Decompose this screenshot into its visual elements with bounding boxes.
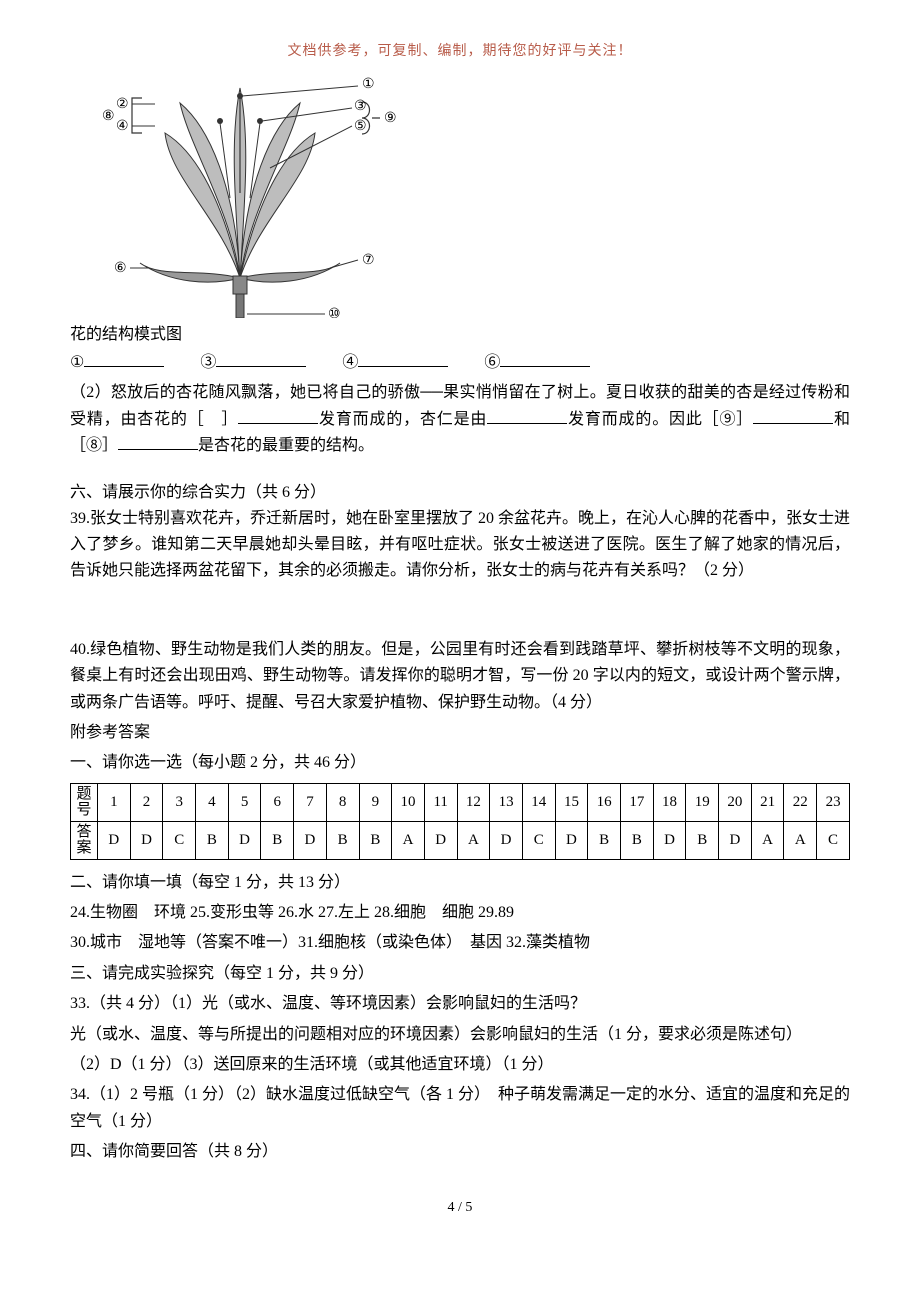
qnum: 1 bbox=[98, 783, 131, 821]
qnum: 7 bbox=[294, 783, 327, 821]
ans: A bbox=[457, 821, 490, 859]
svg-text:③: ③ bbox=[354, 99, 367, 114]
qnum: 13 bbox=[490, 783, 523, 821]
q38-text-c: 发育而成的。因此［⑨］ bbox=[567, 411, 753, 428]
svg-text:⑥: ⑥ bbox=[114, 261, 127, 276]
ans: A bbox=[784, 821, 817, 859]
exp-line1: 33.（共 4 分）（1）光（或水、温度、等环境因素）会影响鼠妇的生活吗？ bbox=[70, 991, 850, 1017]
qnum: 2 bbox=[130, 783, 163, 821]
label-6: ⑥ bbox=[484, 354, 500, 371]
blank-1 bbox=[84, 350, 164, 367]
qnum: 3 bbox=[163, 783, 196, 821]
ans: D bbox=[653, 821, 686, 859]
ans: B bbox=[326, 821, 359, 859]
exp-line2: 光（或水、温度、等与所提出的问题相对应的环境因素）会影响鼠妇的生活（1 分，要求… bbox=[70, 1022, 850, 1048]
qnum: 17 bbox=[621, 783, 654, 821]
qnum: 14 bbox=[522, 783, 555, 821]
ans: B bbox=[686, 821, 719, 859]
question-40: 40.绿色植物、野生动物是我们人类的朋友。但是，公园里有时还会看到践踏草坪、攀折… bbox=[70, 637, 850, 716]
svg-text:⑤: ⑤ bbox=[354, 119, 367, 134]
qnum: 22 bbox=[784, 783, 817, 821]
ans: D bbox=[98, 821, 131, 859]
answer-table: 题号 1 2 3 4 5 6 7 8 9 10 11 12 13 14 15 1… bbox=[70, 783, 850, 860]
ans: D bbox=[130, 821, 163, 859]
blank-q38-3 bbox=[753, 407, 833, 424]
qnum: 8 bbox=[326, 783, 359, 821]
ans: D bbox=[228, 821, 261, 859]
ans: B bbox=[359, 821, 392, 859]
blank-q38-1 bbox=[238, 407, 318, 424]
ans: B bbox=[261, 821, 294, 859]
qnum: 23 bbox=[817, 783, 850, 821]
ans: B bbox=[196, 821, 229, 859]
svg-text:⑨: ⑨ bbox=[384, 111, 397, 126]
ans: D bbox=[555, 821, 588, 859]
qnum: 9 bbox=[359, 783, 392, 821]
qnum: 15 bbox=[555, 783, 588, 821]
q38-part2: （2）怒放后的杏花随风飘落，她已将自己的骄傲──果实悄悄留在了树上。夏日收获的甜… bbox=[70, 380, 850, 459]
svg-text:⑩: ⑩ bbox=[328, 307, 341, 318]
exp-line3: （2）D（1 分）（3）送回原来的生活环境（或其他适宜环境）（1 分） bbox=[70, 1052, 850, 1078]
section-2-title: 二、请你填一填（每空 1 分，共 13 分） bbox=[70, 870, 850, 896]
label-1: ① bbox=[70, 354, 84, 371]
blank-3 bbox=[216, 350, 306, 367]
header-note: 文档供参考，可复制、编制，期待您的好评与关注！ bbox=[70, 40, 850, 60]
svg-text:⑧: ⑧ bbox=[102, 109, 115, 124]
qnum: 21 bbox=[751, 783, 784, 821]
q38-text-b: 发育而成的，杏仁是由 bbox=[318, 411, 487, 428]
fill-answers-line1: 24.生物圈 环境 25.变形虫等 26.水 27.左上 28.细胞 细胞 29… bbox=[70, 900, 850, 926]
ans: A bbox=[751, 821, 784, 859]
blank-4 bbox=[358, 350, 448, 367]
section-6-title: 六、请展示你的综合实力（共 6 分） bbox=[70, 478, 850, 502]
svg-text:④: ④ bbox=[116, 119, 129, 134]
svg-text:⑦: ⑦ bbox=[362, 253, 375, 268]
ans: C bbox=[817, 821, 850, 859]
ans: C bbox=[163, 821, 196, 859]
fill-answers-line2: 30.城市 湿地等（答案不唯一）31.细胞核（或染色体） 基因 32.藻类植物 bbox=[70, 930, 850, 956]
qnum: 11 bbox=[424, 783, 457, 821]
exp-line4: 34.（1）2 号瓶（1 分）（2）缺水温度过低缺空气（各 1 分） 种子萌发需… bbox=[70, 1082, 850, 1135]
answer-space-39 bbox=[70, 589, 850, 637]
blank-q38-2 bbox=[487, 407, 567, 424]
flower-structure-diagram: ① ② ③ ④ ⑤ ⑥ ⑦ ⑧ ⑨ ⑩ bbox=[70, 68, 410, 318]
answer-table-ans-row: 答案 D D C B D B D B B A D A D C D B B D B… bbox=[71, 821, 850, 859]
q38-text-e: 是杏花的最重要的结构。 bbox=[198, 437, 374, 454]
diagram-caption: 花的结构模式图 bbox=[70, 320, 850, 344]
question-39: 39.张女士特别喜欢花卉，乔迁新居时，她在卧室里摆放了 20 余盆花卉。晚上，在… bbox=[70, 506, 850, 585]
row-label-question: 题号 bbox=[71, 783, 98, 821]
ans: B bbox=[621, 821, 654, 859]
blank-6 bbox=[500, 350, 590, 367]
answer-key-header: 附参考答案 bbox=[70, 720, 850, 746]
qnum: 10 bbox=[392, 783, 425, 821]
ans: D bbox=[294, 821, 327, 859]
ans: D bbox=[424, 821, 457, 859]
qnum: 12 bbox=[457, 783, 490, 821]
blank-q38-4 bbox=[118, 433, 198, 450]
ans: D bbox=[719, 821, 752, 859]
qnum: 6 bbox=[261, 783, 294, 821]
qnum: 4 bbox=[196, 783, 229, 821]
ans: C bbox=[522, 821, 555, 859]
section-4-title: 四、请你简要回答（共 8 分） bbox=[70, 1139, 850, 1165]
section-3-title: 三、请完成实验探究（每空 1 分，共 9 分） bbox=[70, 961, 850, 987]
ans: D bbox=[490, 821, 523, 859]
label-4: ④ bbox=[342, 354, 358, 371]
label-3: ③ bbox=[200, 354, 216, 371]
ans: A bbox=[392, 821, 425, 859]
page-number: 4 / 5 bbox=[70, 1200, 850, 1216]
qnum: 5 bbox=[228, 783, 261, 821]
svg-text:①: ① bbox=[362, 77, 375, 92]
qnum: 19 bbox=[686, 783, 719, 821]
ans: B bbox=[588, 821, 621, 859]
fill-blank-labels: ① ③ ④ ⑥ bbox=[70, 350, 850, 376]
section-1-title: 一、请你选一选（每小题 2 分，共 46 分） bbox=[70, 750, 850, 776]
qnum: 18 bbox=[653, 783, 686, 821]
row-label-answer: 答案 bbox=[71, 821, 98, 859]
qnum: 16 bbox=[588, 783, 621, 821]
qnum: 20 bbox=[719, 783, 752, 821]
svg-text:②: ② bbox=[116, 97, 129, 112]
answer-table-head-row: 题号 1 2 3 4 5 6 7 8 9 10 11 12 13 14 15 1… bbox=[71, 783, 850, 821]
